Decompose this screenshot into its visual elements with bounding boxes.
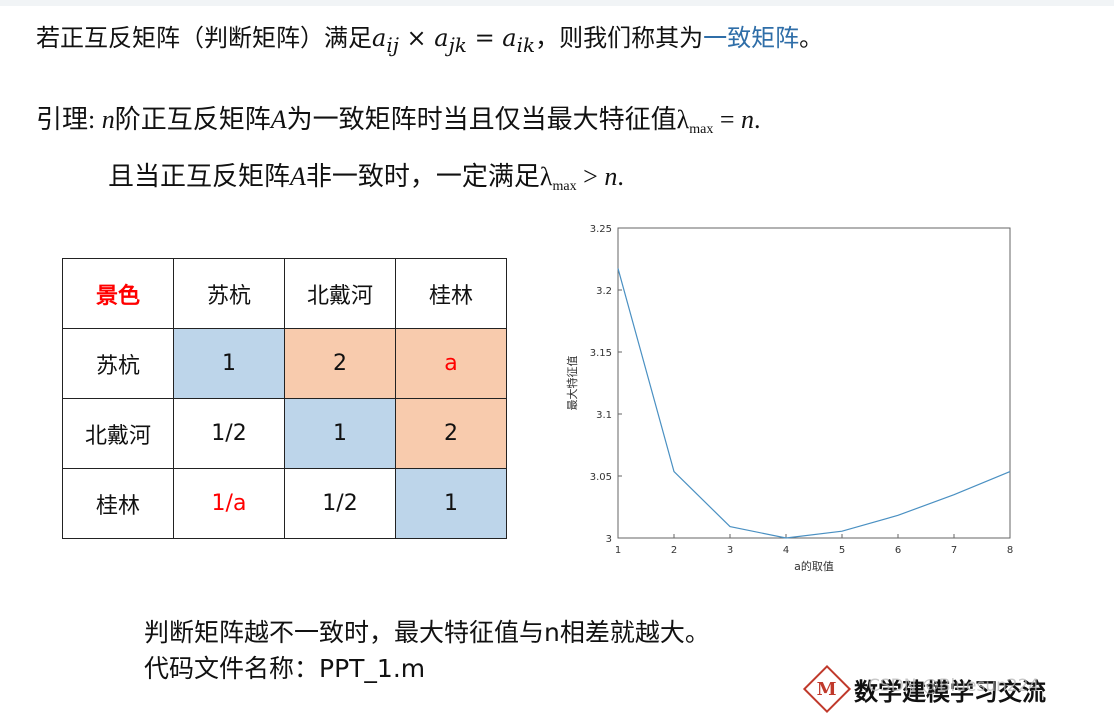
lemma-label: 引理: — [36, 105, 102, 134]
note-line-1: 判断矩阵越不一致时，最大特征值与n相差就越大。 — [144, 618, 710, 647]
x-axis-ticks: 1 2 3 4 5 6 7 8 — [615, 534, 1013, 556]
lemma-A: A — [270, 105, 287, 134]
table-row: 苏杭 1 2 a — [62, 328, 507, 399]
y-tick-label: 3.2 — [596, 286, 612, 297]
lemma2-dot: . — [617, 162, 624, 191]
table-header-cell: 桂林 — [395, 258, 507, 329]
lemma-n: n — [101, 105, 115, 134]
y-tick-label: 3.1 — [596, 410, 612, 421]
lemma-max-sub: max — [689, 122, 714, 137]
y-tick-label: 3 — [606, 534, 612, 545]
lemma-lambda: λ — [676, 105, 690, 134]
table-cell: 1/a — [173, 468, 285, 539]
definition-text: 若正互反矩阵（判断矩阵）满足 — [36, 24, 372, 52]
lemma2-lambda: λ — [539, 162, 553, 191]
x-tick-label: 2 — [671, 545, 677, 556]
row-label: 苏杭 — [62, 328, 174, 399]
x-tick-label: 7 — [951, 545, 957, 556]
x-tick-label: 1 — [615, 545, 621, 556]
logo-mark-letter: M — [817, 678, 837, 700]
table-cell: 2 — [284, 328, 396, 399]
x-tick-label: 5 — [839, 545, 845, 556]
definition-suffix: ，则我们称其为 — [535, 24, 704, 52]
table-row: 桂林 1/a 1/2 1 — [62, 468, 507, 539]
consistent-matrix-term: 一致矩阵 — [703, 24, 800, 52]
eigenvalue-line-chart: 1 2 3 4 5 6 7 8 3 3.05 3.1 3.15 3.2 3.25 a的取值 最大特征值 — [555, 215, 1025, 585]
formula-sub-ij: ij — [386, 32, 399, 57]
lemma-line-1: 引理: n阶正互反矩阵A为一致矩阵时当且仅当最大特征值λmax = n. — [36, 103, 761, 147]
lemma2-max-sub: max — [552, 179, 577, 194]
lemma-n2: n — [741, 105, 755, 134]
judgment-matrix-table: 景色 苏杭 北戴河 桂林 苏杭 1 2 a 北戴河 1/2 1 2 桂林 1/a… — [62, 258, 507, 539]
lemma-eq: = — [713, 105, 742, 134]
table-header-row: 景色 苏杭 北戴河 桂林 — [62, 258, 507, 329]
formula-sub-ik: ik — [516, 32, 536, 57]
lemma2-n: n — [604, 162, 618, 191]
table-cell: 1 — [395, 468, 507, 539]
x-tick-label: 8 — [1007, 545, 1013, 556]
table-header-cell: 景色 — [62, 258, 174, 329]
lemma-dot: . — [754, 105, 761, 134]
table-header-cell: 苏杭 — [173, 258, 285, 329]
formula-times: × a — [398, 24, 449, 52]
row-label: 桂林 — [62, 468, 174, 539]
table-cell: 1/2 — [173, 398, 285, 469]
table-cell: 1 — [173, 328, 285, 399]
formula-eq: = a — [466, 24, 517, 52]
series-line — [617, 268, 1011, 539]
lemma2-text-2: 非一致时，一定满足 — [305, 162, 540, 191]
logo-mark-icon: M — [802, 664, 852, 713]
bottom-note: 判断矩阵越不一致时，最大特征值与n相差就越大。 代码文件名称：PPT_1.m — [144, 615, 710, 687]
y-tick-label: 3.05 — [590, 472, 612, 483]
x-axis-label: a的取值 — [794, 559, 834, 573]
lemma-text-1: 阶正互反矩阵 — [114, 105, 271, 134]
note-line-2: 代码文件名称：PPT_1.m — [144, 654, 426, 683]
table-header-cell: 北戴河 — [284, 258, 396, 329]
formula-sub-jk: jk — [448, 32, 467, 57]
y-axis-label: 最大特征值 — [565, 356, 579, 411]
table-cell: 1 — [284, 398, 396, 469]
definition-end: 。 — [799, 24, 824, 52]
x-tick-label: 3 — [727, 545, 733, 556]
table-cell: a — [395, 328, 507, 399]
lemma2-text-1: 且当正互反矩阵 — [108, 162, 291, 191]
table-row: 北戴河 1/2 1 2 — [62, 398, 507, 469]
table-cell: 2 — [395, 398, 507, 469]
lemma-line-2: 且当正互反矩阵A非一致时，一定满足λmax > n. — [108, 160, 624, 204]
y-tick-label: 3.25 — [590, 224, 612, 235]
logo-text: 数学建模学习交流 — [854, 677, 1046, 706]
lemma-text-2: 为一致矩阵时当且仅当最大特征值 — [286, 105, 677, 134]
lemma2-gt: > — [576, 162, 605, 191]
x-tick-label: 4 — [783, 545, 789, 556]
y-axis-ticks: 3 3.05 3.1 3.15 3.2 3.25 — [590, 224, 622, 545]
logo: M 数学建模学习交流 — [802, 664, 1046, 713]
y-tick-label: 3.15 — [590, 348, 612, 359]
watermark: CSDN @Bluesun224 — [868, 676, 1040, 696]
consistency-definition: 若正互反矩阵（判断矩阵）满足aij × ajk = aik，则我们称其为一致矩阵… — [36, 22, 823, 61]
row-label: 北戴河 — [62, 398, 174, 469]
lemma2-A: A — [290, 162, 306, 191]
formula-a: a — [372, 24, 387, 52]
plot-frame — [617, 227, 1011, 539]
table-cell: 1/2 — [284, 468, 396, 539]
chart-svg: 1 2 3 4 5 6 7 8 3 3.05 3.1 3.15 3.2 3.25 a的取值 最大特征值 — [565, 224, 1013, 573]
top-bar — [0, 0, 1114, 6]
x-tick-label: 6 — [895, 545, 901, 556]
